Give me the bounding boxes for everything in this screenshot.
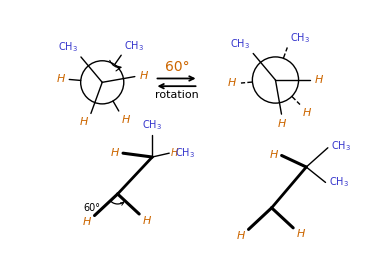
Text: H: H (270, 150, 279, 160)
Text: CH$_3$: CH$_3$ (58, 41, 78, 54)
Text: CH$_3$: CH$_3$ (124, 39, 144, 52)
Text: H: H (237, 231, 246, 241)
Text: 60°: 60° (84, 203, 101, 213)
Text: H: H (315, 75, 323, 85)
Text: CH$_3$: CH$_3$ (331, 139, 351, 153)
Text: H: H (122, 115, 130, 125)
Text: H: H (139, 71, 148, 81)
Text: CH$_3$: CH$_3$ (230, 37, 250, 51)
Text: CH$_3$: CH$_3$ (142, 118, 162, 132)
Text: CH$_3$: CH$_3$ (290, 31, 310, 44)
Text: H: H (111, 148, 119, 158)
Text: H: H (83, 217, 91, 227)
Text: H: H (56, 74, 65, 84)
Text: CH$_3$: CH$_3$ (175, 146, 196, 160)
Text: H: H (142, 215, 150, 225)
Text: H: H (171, 148, 178, 158)
Text: CH$_3$: CH$_3$ (329, 176, 349, 189)
Text: H: H (303, 108, 312, 118)
Text: H: H (80, 117, 89, 127)
Text: 60°: 60° (164, 60, 189, 74)
Text: H: H (296, 229, 305, 239)
Text: H: H (228, 78, 236, 88)
Text: H: H (278, 119, 286, 129)
Text: rotation: rotation (155, 90, 199, 100)
